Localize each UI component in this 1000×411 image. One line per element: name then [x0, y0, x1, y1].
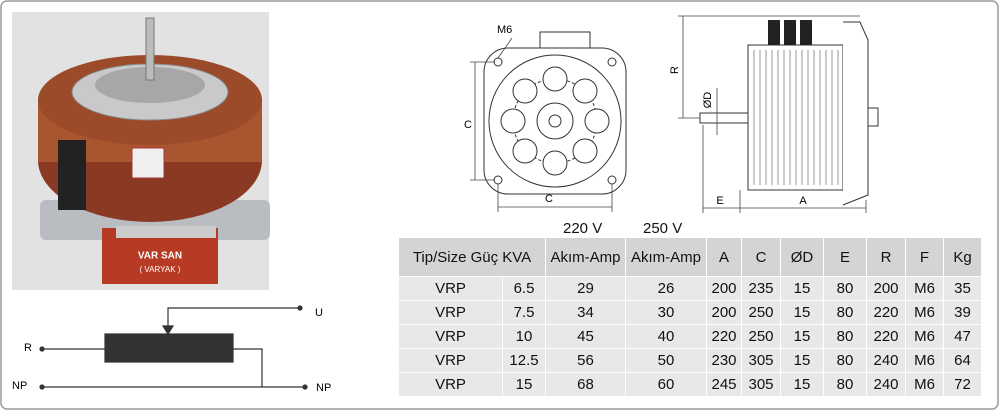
table-cell: 64: [943, 348, 982, 373]
table-cell: 15: [780, 372, 824, 397]
table-cell: 6.5: [502, 276, 546, 301]
table-cell: 80: [823, 348, 867, 373]
table-cell: 15: [502, 372, 546, 397]
photo-label: ( VARYAK ): [140, 265, 181, 274]
header-cell: ØD: [780, 237, 824, 277]
table-row: VRP 10 45 40 220 250 15 80 220 M6 47: [398, 324, 982, 349]
table-cell: 80: [823, 324, 867, 349]
table-cell: 80: [823, 276, 867, 301]
voltage-label: 220 V: [563, 220, 603, 237]
circuit-label: U: [315, 307, 323, 319]
dimension-label: E: [716, 195, 723, 207]
dimension-label: R: [669, 66, 681, 74]
table-cell: 60: [625, 372, 707, 397]
table-cell: 15: [780, 348, 824, 373]
circuit-diagram: [39, 305, 308, 390]
header-cell: C: [741, 237, 781, 277]
table-cell: 200: [866, 276, 906, 301]
circuit-label: R: [24, 342, 32, 354]
header-cell: Akım-Amp: [545, 237, 626, 277]
table-cell: M6: [905, 300, 944, 325]
dimension-label: A: [799, 195, 807, 207]
table-cell: 220: [706, 324, 742, 349]
table-cell: M6: [905, 372, 944, 397]
table-cell: 72: [943, 372, 982, 397]
header-cell: Kg: [943, 237, 982, 277]
table-cell: M6: [905, 276, 944, 301]
table-cell: 250: [741, 324, 781, 349]
table-cell: 240: [866, 348, 906, 373]
table-cell: VRP: [398, 300, 503, 325]
header-cell: F: [905, 237, 944, 277]
side-view: [678, 15, 879, 213]
product-photo: VAR SAN ( VARYAK ): [12, 12, 270, 290]
table-cell: 35: [943, 276, 982, 301]
header-cell: A: [706, 237, 742, 277]
table-cell: 50: [625, 348, 707, 373]
table-cell: 15: [780, 300, 824, 325]
spec-table: Tip/Size Güç KVA Akım-Amp Akım-Amp A C ØD E R F K…: [398, 237, 982, 397]
dimension-label: C: [464, 119, 472, 131]
front-view: [470, 31, 627, 212]
table-cell: VRP: [398, 348, 503, 373]
table-cell: 45: [545, 324, 626, 349]
table-row: VRP 6.5 29 26 200 235 15 80 200 M6 35: [398, 276, 982, 301]
table-cell: 235: [741, 276, 781, 301]
table-cell: 15: [780, 276, 824, 301]
table-cell: 305: [741, 348, 781, 373]
table-cell: 200: [706, 276, 742, 301]
table-cell: 220: [866, 324, 906, 349]
dimension-label: ØD: [702, 92, 714, 109]
table-cell: 30: [625, 300, 707, 325]
photo-label: VAR SAN: [138, 251, 182, 262]
voltage-label: 250 V: [643, 220, 683, 237]
header-cell: Akım-Amp: [625, 237, 707, 277]
table-cell: 12.5: [502, 348, 546, 373]
header-cell: E: [823, 237, 867, 277]
header-cell: Tip/Size Güç KVA: [398, 237, 546, 277]
table-cell: 56: [545, 348, 626, 373]
table-cell: 29: [545, 276, 626, 301]
dimension-label: C: [545, 193, 553, 205]
table-cell: 240: [866, 372, 906, 397]
table-cell: 220: [866, 300, 906, 325]
table-row: VRP 7.5 34 30 200 250 15 80 220 M6 39: [398, 300, 982, 325]
table-cell: 40: [625, 324, 707, 349]
table-row: VRP 12.5 56 50 230 305 15 80 240 M6 64: [398, 348, 982, 373]
table-cell: 245: [706, 372, 742, 397]
circuit-label: NP: [12, 380, 27, 392]
table-cell: 305: [741, 372, 781, 397]
table-cell: 10: [502, 324, 546, 349]
table-cell: VRP: [398, 276, 503, 301]
table-cell: VRP: [398, 324, 503, 349]
table-cell: 68: [545, 372, 626, 397]
table-cell: 7.5: [502, 300, 546, 325]
table-cell: 80: [823, 372, 867, 397]
header-cell: R: [866, 237, 906, 277]
dimension-label: M6: [497, 24, 512, 36]
table-cell: 34: [545, 300, 626, 325]
table-cell: 26: [625, 276, 707, 301]
table-cell: 15: [780, 324, 824, 349]
table-cell: 230: [706, 348, 742, 373]
table-cell: 200: [706, 300, 742, 325]
table-cell: M6: [905, 324, 944, 349]
table-cell: 47: [943, 324, 982, 349]
circuit-label: NP: [316, 382, 331, 394]
header-row: Tip/Size Güç KVA Akım-Amp Akım-Amp A C ØD E R F K…: [398, 237, 982, 277]
table-cell: 80: [823, 300, 867, 325]
table-cell: 39: [943, 300, 982, 325]
table-cell: VRP: [398, 372, 503, 397]
table-row: VRP 15 68 60 245 305 15 80 240 M6 72: [398, 372, 982, 397]
table-cell: M6: [905, 348, 944, 373]
table-cell: 250: [741, 300, 781, 325]
